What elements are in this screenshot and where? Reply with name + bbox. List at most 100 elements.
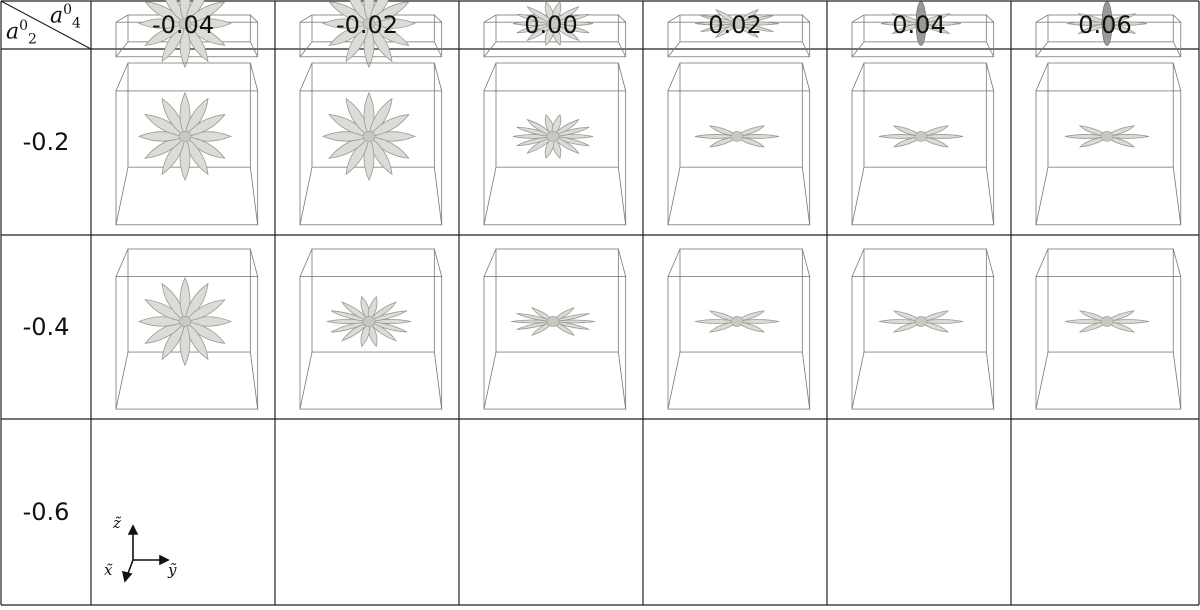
box-edge [299, 41, 313, 58]
crystal-core [914, 131, 928, 142]
simulation-box [1035, 248, 1182, 410]
crystal-core [362, 18, 376, 29]
box-edge [115, 62, 129, 92]
simulation-box [483, 62, 627, 226]
crystal-cell [299, 0, 443, 69]
crystal-core [546, 18, 560, 29]
z-axis-label: z̃ [113, 514, 121, 532]
crystal-shape [137, 276, 233, 367]
box-edge [1035, 167, 1049, 225]
crystal-petal [1078, 135, 1109, 148]
crystal-petal [735, 320, 766, 333]
crystal-core [730, 18, 744, 29]
box-back-face [679, 14, 803, 43]
box-edge [667, 351, 681, 410]
column-header: -0.04 [151, 11, 215, 39]
crystal-shape [512, 114, 594, 159]
crystal-cell [1035, 1, 1182, 58]
box-edge [617, 167, 627, 225]
box-edge [1172, 62, 1182, 92]
crystal-petal [552, 321, 590, 330]
box-edge [483, 14, 497, 23]
crystal-petal [1105, 320, 1136, 333]
crystal-petal [552, 313, 590, 322]
box-edge [299, 351, 313, 410]
crystal-petal [368, 1, 410, 25]
crystal-core [546, 316, 560, 327]
crystal-shape [1066, 1, 1148, 46]
crystal-petal [1105, 310, 1136, 323]
box-front-face [483, 276, 627, 410]
box-edge [1172, 41, 1182, 57]
crystal-petal [920, 134, 964, 139]
crystal-core [1100, 316, 1114, 327]
column-header: 0.02 [708, 11, 762, 39]
box-front-face [667, 276, 811, 410]
crystal-petal [531, 306, 554, 323]
box-edge [851, 351, 865, 410]
crystal-petal [367, 320, 398, 342]
crystal-shape [510, 306, 596, 337]
crystal-cell [1035, 62, 1182, 226]
box-edge [802, 14, 810, 23]
box-back-face [495, 248, 619, 353]
box-edge [115, 167, 129, 225]
crystal-petal [1078, 125, 1109, 137]
box-edge [617, 62, 627, 92]
crystal-petal [880, 21, 922, 26]
box-edge [851, 62, 865, 92]
x-axis-label: x̃ [104, 561, 113, 579]
crystal-petal [708, 135, 739, 148]
crystal-petal [1105, 125, 1136, 137]
box-edge [434, 14, 442, 23]
box-front-face [483, 90, 627, 226]
simulation-box [299, 62, 443, 226]
box-edge [667, 41, 681, 58]
crystal-petal [735, 310, 766, 323]
crystal-shape [694, 8, 780, 39]
crystal-petal [1064, 319, 1108, 324]
box-edge [115, 351, 129, 410]
y-axis-label: ỹ [168, 561, 177, 579]
crystal-cell [851, 1, 995, 58]
crystal-shape [326, 295, 412, 348]
crystal-cell [115, 0, 259, 69]
crystal-cell [851, 248, 995, 410]
crystal-petal [552, 13, 590, 24]
crystal-petal [526, 5, 554, 25]
box-edge [1035, 62, 1049, 92]
box-edge [851, 14, 865, 23]
crystal-petal [920, 319, 964, 324]
crystal-petal [1106, 134, 1150, 139]
crystal-core [362, 131, 376, 142]
crystal-cell [483, 1, 627, 58]
box-edge [249, 248, 259, 277]
crystal-shape [137, 91, 233, 182]
column-header: 0.06 [1078, 11, 1132, 39]
box-edge [1172, 248, 1182, 277]
box-edge [483, 167, 497, 225]
crystal-petal [1106, 319, 1150, 324]
box-edge [1035, 351, 1049, 410]
box-edge [249, 62, 259, 92]
crystal-petal [340, 301, 371, 323]
box-edge [667, 248, 681, 277]
box-edge [299, 14, 313, 23]
crystal-cell [483, 62, 627, 226]
box-edge [1172, 351, 1182, 410]
box-edge [249, 351, 259, 410]
crystal-shape [694, 310, 780, 333]
box-edge [985, 351, 995, 410]
box-front-face [115, 90, 259, 226]
box-front-face [115, 276, 259, 410]
box-edge [985, 167, 995, 225]
crystal-cell [299, 62, 443, 226]
crystal-core [914, 316, 928, 327]
crystal-petal [694, 319, 738, 324]
box-edge [851, 41, 865, 58]
crystal-petal [552, 22, 580, 42]
crystal-shape [321, 91, 417, 182]
box-edge [985, 248, 995, 277]
crystal-petal [735, 135, 766, 148]
